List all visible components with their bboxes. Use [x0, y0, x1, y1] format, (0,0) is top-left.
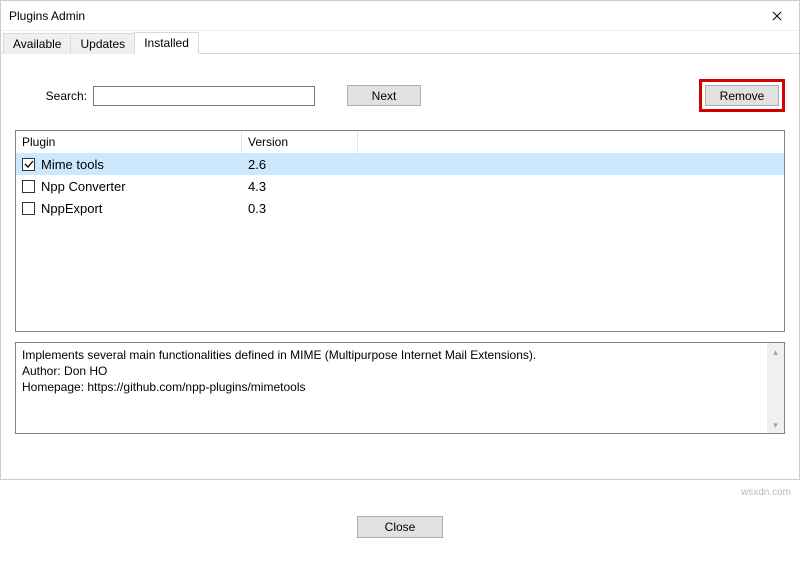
description-scrollbar[interactable]: ▴ ▾	[767, 343, 784, 433]
close-button[interactable]: Close	[357, 516, 443, 538]
table-header: Plugin Version	[16, 131, 784, 153]
row-checkbox[interactable]	[22, 158, 35, 171]
close-icon	[772, 11, 782, 21]
desc-line: Homepage: https://github.com/npp-plugins…	[22, 379, 778, 395]
window-title: Plugins Admin	[9, 9, 85, 23]
footer-bar: Close	[0, 480, 800, 552]
titlebar: Plugins Admin	[1, 1, 799, 31]
plugin-version: 4.3	[242, 175, 358, 197]
desc-line: Implements several main functionalities …	[22, 347, 778, 363]
table-row[interactable]: Npp Converter 4.3	[16, 175, 784, 197]
tab-updates[interactable]: Updates	[70, 33, 135, 54]
tab-row: Available Updates Installed	[1, 33, 799, 54]
search-input[interactable]	[93, 86, 315, 106]
scroll-down-icon[interactable]: ▾	[767, 416, 784, 433]
tab-available[interactable]: Available	[3, 33, 71, 54]
window-close-button[interactable]	[754, 1, 799, 31]
col-plugin[interactable]: Plugin	[16, 131, 242, 153]
row-checkbox[interactable]	[22, 202, 35, 215]
tab-content: Search: Next Remove Plugin Version Mime …	[1, 54, 799, 479]
cell-plugin: NppExport	[16, 197, 242, 219]
plugins-admin-window: Plugins Admin Available Updates Installe…	[0, 0, 800, 480]
row-checkbox[interactable]	[22, 180, 35, 193]
plugin-name: Mime tools	[41, 157, 104, 172]
plugin-name: Npp Converter	[41, 179, 126, 194]
search-row: Search: Next Remove	[15, 79, 785, 112]
description-box: Implements several main functionalities …	[15, 342, 785, 434]
plugin-name: NppExport	[41, 201, 102, 216]
watermark: wsxdn.com	[741, 487, 791, 498]
search-label: Search:	[15, 89, 93, 103]
cell-plugin: Npp Converter	[16, 175, 242, 197]
table-row[interactable]: Mime tools 2.6	[16, 153, 784, 175]
col-version[interactable]: Version	[242, 131, 358, 153]
tab-installed[interactable]: Installed	[134, 32, 199, 54]
table-row[interactable]: NppExport 0.3	[16, 197, 784, 219]
remove-highlight: Remove	[699, 79, 785, 112]
plugin-table: Plugin Version Mime tools 2.6 Npp Conve	[15, 130, 785, 332]
plugin-version: 2.6	[242, 153, 358, 175]
desc-line: Author: Don HO	[22, 363, 778, 379]
plugin-version: 0.3	[242, 197, 358, 219]
next-button[interactable]: Next	[347, 85, 421, 106]
check-icon	[24, 159, 34, 169]
remove-button[interactable]: Remove	[705, 85, 779, 106]
scroll-up-icon[interactable]: ▴	[767, 343, 784, 360]
cell-plugin: Mime tools	[16, 153, 242, 175]
